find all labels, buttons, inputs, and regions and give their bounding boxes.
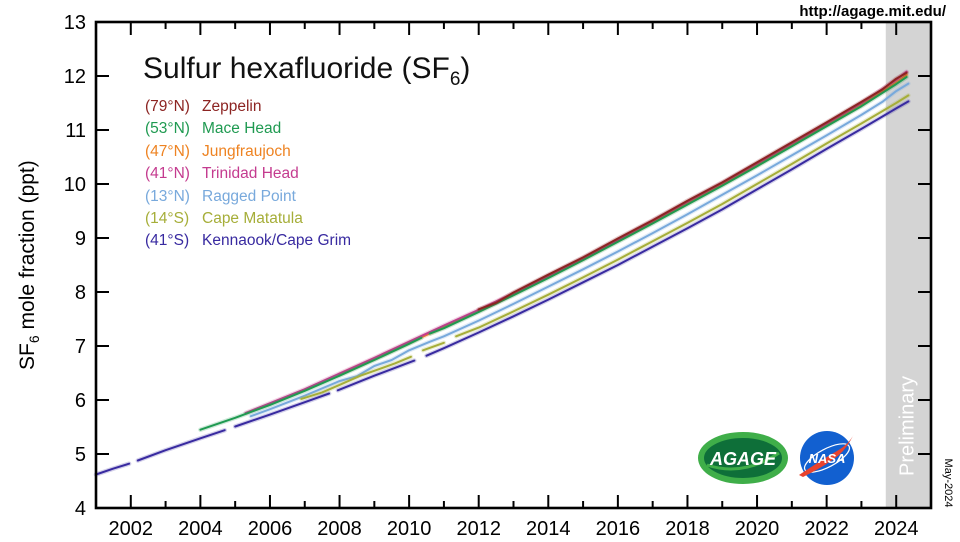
legend-item-ragged-point: (13°N) Ragged Point [145, 186, 351, 208]
legend-item-trinidad-head: (41°N) Trinidad Head [145, 163, 351, 185]
preliminary-band [885, 22, 931, 508]
y-tick-label: 13 [64, 12, 86, 34]
legend-item-zeppelin: (79°N) Zeppelin [145, 96, 351, 118]
legend-item-cape-matatula: (14°S) Cape Matatula [145, 208, 351, 230]
series-halo-zeppelin [476, 70, 909, 312]
chart-title-close: ) [460, 52, 471, 85]
preliminary-label: Preliminary [896, 375, 919, 477]
series-line-cape-matatula [455, 94, 910, 338]
y-tick-label: 11 [65, 120, 86, 142]
series-line-kennaook-cape-grim [136, 429, 226, 462]
y-tick-label: 7 [75, 336, 86, 358]
x-tick-label: 2022 [804, 518, 849, 540]
x-tick-label: 2018 [665, 518, 710, 540]
legend-latitude: (41°S) [145, 232, 190, 250]
legend-station-name: Ragged Point [202, 187, 296, 205]
series-line-zeppelin [477, 71, 908, 311]
legend-station-name: Jungfraujoch [202, 142, 291, 160]
station-legend: (79°N) Zeppelin (53°N) Mace Head (47°N) Jungf… [145, 96, 351, 253]
y-tick-label: 12 [64, 66, 86, 88]
x-tick-label: 2010 [387, 518, 432, 540]
svg-text:AGAGE: AGAGE [709, 449, 777, 469]
legend-station-name: Cape Matatula [202, 210, 303, 228]
y-tick-label: 9 [75, 228, 86, 250]
x-tick-label: 2006 [248, 518, 293, 540]
series-line-cape-matatula [422, 341, 445, 352]
chart-title-main: Sulfur hexafluoride (SF [143, 52, 450, 85]
legend-station-name: Trinidad Head [202, 165, 299, 183]
agage-logo: AGAGE [698, 432, 788, 484]
y-axis-label-pre: SF [15, 343, 39, 370]
agage-url-text: http://agage.mit.edu/ [799, 3, 946, 20]
y-tick-label: 5 [75, 444, 86, 466]
x-tick-label: 2004 [178, 518, 223, 540]
series-line-kennaook-cape-grim [234, 392, 331, 428]
x-tick-label: 2016 [596, 518, 641, 540]
legend-latitude: (53°N) [145, 120, 190, 138]
legend-item-kennaook-cape-grim: (41°S) Kennaook/Cape Grim [145, 230, 351, 252]
x-tick-label: 2024 [874, 518, 919, 540]
legend-latitude: (14°S) [145, 210, 190, 228]
x-tick-label: 2020 [735, 518, 780, 540]
legend-station-name: Kennaook/Cape Grim [202, 232, 352, 250]
chart-title-subscript: 6 [449, 69, 461, 90]
nasa-logo: NASA [799, 431, 854, 485]
legend-station-name: Zeppelin [202, 98, 262, 115]
x-tick-label: 2014 [526, 518, 571, 540]
legend-item-mace-head: (53°N) Mace Head [145, 118, 351, 140]
y-axis-label-sub: 6 [26, 335, 43, 344]
x-tick-label: 2012 [456, 518, 501, 540]
y-tick-label: 8 [75, 282, 86, 304]
legend-latitude: (13°N) [145, 187, 190, 205]
x-tick-label: 2002 [109, 518, 154, 540]
chart-title: Sulfur hexafluoride (SF6) [143, 52, 470, 91]
y-axis-label-post: mole fraction (ppt) [15, 160, 39, 336]
series-line-kennaook-cape-grim [95, 462, 131, 476]
legend-station-name: Mace Head [202, 120, 282, 138]
legend-item-jungfraujoch: (47°N) Jungfraujoch [145, 141, 351, 163]
series-line-mace-head [199, 336, 423, 431]
legend-latitude: (47°N) [145, 142, 190, 160]
plot-frame [94, 20, 933, 510]
svg-text:NASA: NASA [809, 451, 846, 466]
series-halo-mace-head [198, 335, 424, 432]
series-line-cape-matatula [300, 355, 412, 400]
series-line-jungfraujoch [338, 73, 908, 376]
date-stamp: May-2024 [942, 458, 954, 508]
y-tick-label: 4 [75, 498, 86, 520]
y-tick-label: 10 [64, 174, 86, 196]
y-tick-label: 6 [75, 390, 86, 412]
y-axis-label: SF6 mole fraction (ppt) [16, 140, 42, 390]
legend-latitude: (41°N) [145, 165, 190, 183]
series-line-kennaook-cape-grim [336, 359, 416, 392]
legend-latitude: (79°N) [145, 98, 190, 115]
series-halo-jungfraujoch [337, 72, 909, 377]
x-tick-label: 2008 [317, 518, 362, 540]
series-line-kennaook-cape-grim [425, 100, 910, 357]
